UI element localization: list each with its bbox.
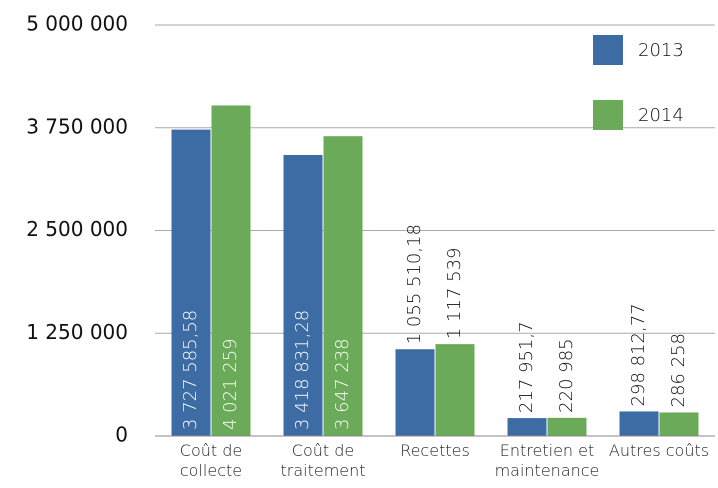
y-tick-label: 3 750 000: [26, 114, 128, 138]
bar: [547, 417, 587, 436]
x-tick-label: Coût de collecte: [179, 441, 243, 480]
x-tick-label: Entretien et maintenance: [494, 441, 600, 480]
value-label: 3 727 585,58: [180, 310, 201, 430]
bar: [507, 418, 547, 436]
value-label: 217 951,7: [516, 321, 537, 413]
x-tick-label: Coût de traitement: [280, 441, 366, 480]
value-label: 286 258: [668, 333, 689, 407]
bar: [323, 136, 363, 437]
y-tick-label: 0: [115, 423, 128, 447]
legend-label: 2014: [638, 105, 684, 126]
bar: [619, 411, 659, 436]
bar: [435, 344, 475, 436]
bar: [211, 105, 251, 436]
legend-label: 2013: [638, 40, 684, 61]
value-label: 298 812,77: [628, 303, 649, 406]
value-label: 4 021 259: [220, 338, 241, 430]
legend-swatch: [593, 35, 623, 65]
value-label: 220 985: [556, 338, 577, 412]
value-label: 1 055 510,18: [404, 224, 425, 344]
value-label: 1 117 539: [444, 248, 465, 340]
x-tick-label: Recettes: [400, 441, 470, 460]
y-tick-label: 1 250 000: [26, 320, 128, 344]
y-tick-label: 5 000 000: [26, 12, 128, 36]
bar: [395, 349, 435, 436]
x-tick-label: Autres coûts: [608, 441, 710, 460]
legend-swatch: [593, 100, 623, 130]
bar: [283, 154, 323, 437]
value-label: 3 418 831,28: [292, 310, 313, 430]
value-label: 3 647 238: [332, 338, 353, 430]
bar: [171, 129, 211, 436]
y-tick-label: 2 500 000: [26, 217, 128, 241]
bar: [659, 412, 699, 436]
